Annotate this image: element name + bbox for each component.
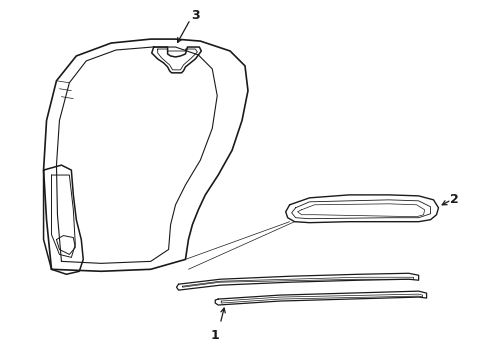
Text: 3: 3 xyxy=(191,9,200,22)
Text: 1: 1 xyxy=(211,329,220,342)
Text: 2: 2 xyxy=(450,193,459,206)
